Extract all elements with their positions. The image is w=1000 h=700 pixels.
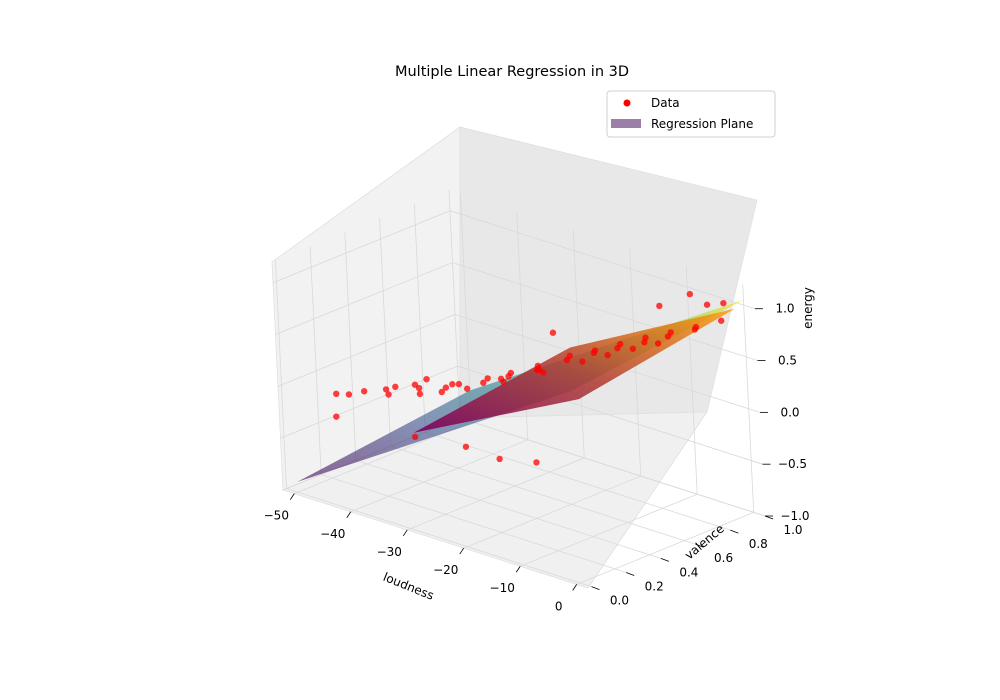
data-point [415,384,423,392]
z-tick-label: 0.5 [778,354,797,368]
data-point [463,385,471,392]
data-point [533,459,540,466]
data-point [664,333,672,340]
data-point [718,317,725,324]
data-point [614,345,621,352]
x-tick-mark [346,511,352,518]
x-tick-mark [459,547,465,555]
data-point [590,349,598,357]
x-tick-label: −30 [377,545,402,559]
data-point [416,390,424,398]
x-axis-label: loudness [381,570,436,603]
z-tick-label: −1.0 [780,509,809,523]
data-point [500,378,507,386]
data-point [449,381,456,388]
legend-plane-label: Regression Plane [651,117,753,131]
y-tick-label: 0.2 [645,579,664,593]
data-point [411,433,419,441]
data-point [656,302,663,310]
data-point [333,390,340,398]
z-gridline [277,313,761,413]
data-point [423,375,430,383]
legend-data-label: Data [651,96,680,110]
data-point [686,290,694,298]
chart-title: Multiple Linear Regression in 3D [395,64,629,80]
data-point [549,329,557,336]
y-tick-mark [591,586,600,590]
y-tick-label: 1.0 [783,523,802,537]
data-point [703,301,711,308]
legend: Data Regression Plane [606,90,776,138]
y-tick-label: 0.6 [714,551,733,565]
grid-lines [272,189,766,587]
data-point [629,345,637,352]
legend-box [606,90,776,138]
data-point [392,383,399,391]
y-tick-mark [695,543,704,548]
data-point [691,326,699,333]
x-tick-label: −40 [320,527,345,541]
data-point [438,388,446,396]
data-point [360,388,368,395]
y-tick-label: 0.8 [749,537,768,551]
data-points [333,290,727,466]
data-point [720,299,727,307]
data-point [462,443,470,450]
x-tick-mark [289,493,295,500]
data-point [540,369,547,376]
axes-panes [271,126,758,589]
y-tick-mark [626,572,635,576]
z-gridline [272,210,756,310]
x-tick-label: −20 [433,563,458,577]
z-gridline [280,365,763,465]
data-point [480,379,487,386]
legend-plane-swatch [611,119,641,128]
data-point [496,455,503,463]
y-tick-label: 0.0 [610,594,629,608]
regression-plane-dense-region [413,308,736,433]
z-tick-label: −0.5 [778,457,807,471]
data-point [382,386,390,393]
data-point [333,413,340,420]
data-point [604,351,611,359]
x-tick-mark [515,566,521,573]
x-tick-mark [402,529,408,537]
data-point [563,356,571,364]
data-point [654,340,662,347]
x-tick-label: −50 [264,509,289,523]
z-tick-label: 0.0 [780,405,799,419]
y-tick-mark [660,557,670,562]
y-tick-mark [764,515,774,520]
data-point [442,384,450,391]
regression-plane [297,299,744,482]
data-point [579,358,586,365]
y-tick-mark [730,529,739,534]
y-tick-label: 0.4 [679,565,698,579]
data-point [455,380,463,388]
data-point [507,369,515,377]
data-point [641,338,648,346]
data-point [345,391,353,398]
x-tick-label: 0 [555,599,563,613]
axis-ticks: −50−40−30−20−100 0.00.20.40.60.81.0−1.0−0… [264,302,810,614]
data-point [533,366,541,374]
legend-data-marker [623,99,631,107]
z-axis-label: energy [801,287,815,329]
x-tick-label: −10 [490,581,515,595]
data-point [385,391,392,398]
z-tick-label: 1.0 [775,302,794,316]
x-tick-mark [572,584,578,591]
data-point [484,375,491,382]
